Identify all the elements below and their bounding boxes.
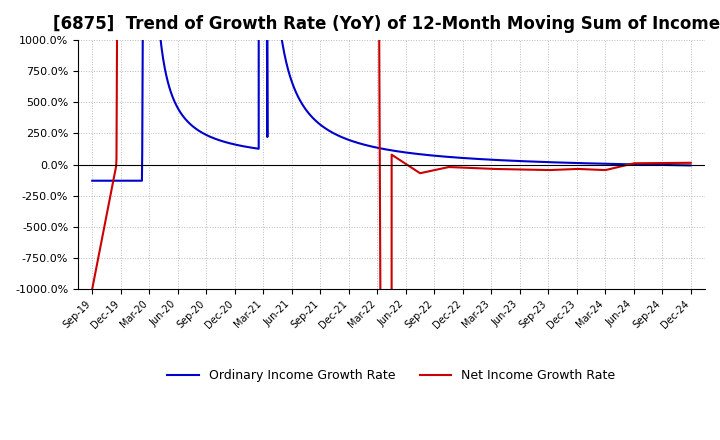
Net Income Growth Rate	[686, 160, 695, 165]
Title: [6875]  Trend of Growth Rate (YoY) of 12-Month Moving Sum of Incomes: [6875] Trend of Growth Rate (YoY) of 12-…	[53, 15, 720, 33]
Ordinary Income Growth Rate	[669, 162, 678, 168]
Ordinary Income Growth Rate	[88, 178, 96, 183]
Line: Net Income Growth Rate: Net Income Growth Rate	[92, 0, 690, 440]
Net Income Growth Rate	[670, 160, 678, 165]
Net Income Growth Rate	[88, 286, 96, 292]
Net Income Growth Rate	[559, 167, 568, 172]
Ordinary Income Growth Rate	[686, 163, 695, 168]
Ordinary Income Growth Rate	[379, 147, 388, 152]
Ordinary Income Growth Rate	[119, 178, 127, 183]
Ordinary Income Growth Rate	[559, 160, 568, 165]
Line: Ordinary Income Growth Rate: Ordinary Income Growth Rate	[92, 0, 690, 181]
Ordinary Income Growth Rate	[670, 162, 678, 168]
Legend: Ordinary Income Growth Rate, Net Income Growth Rate: Ordinary Income Growth Rate, Net Income …	[163, 364, 621, 387]
Net Income Growth Rate	[670, 160, 678, 165]
Ordinary Income Growth Rate	[364, 143, 372, 148]
